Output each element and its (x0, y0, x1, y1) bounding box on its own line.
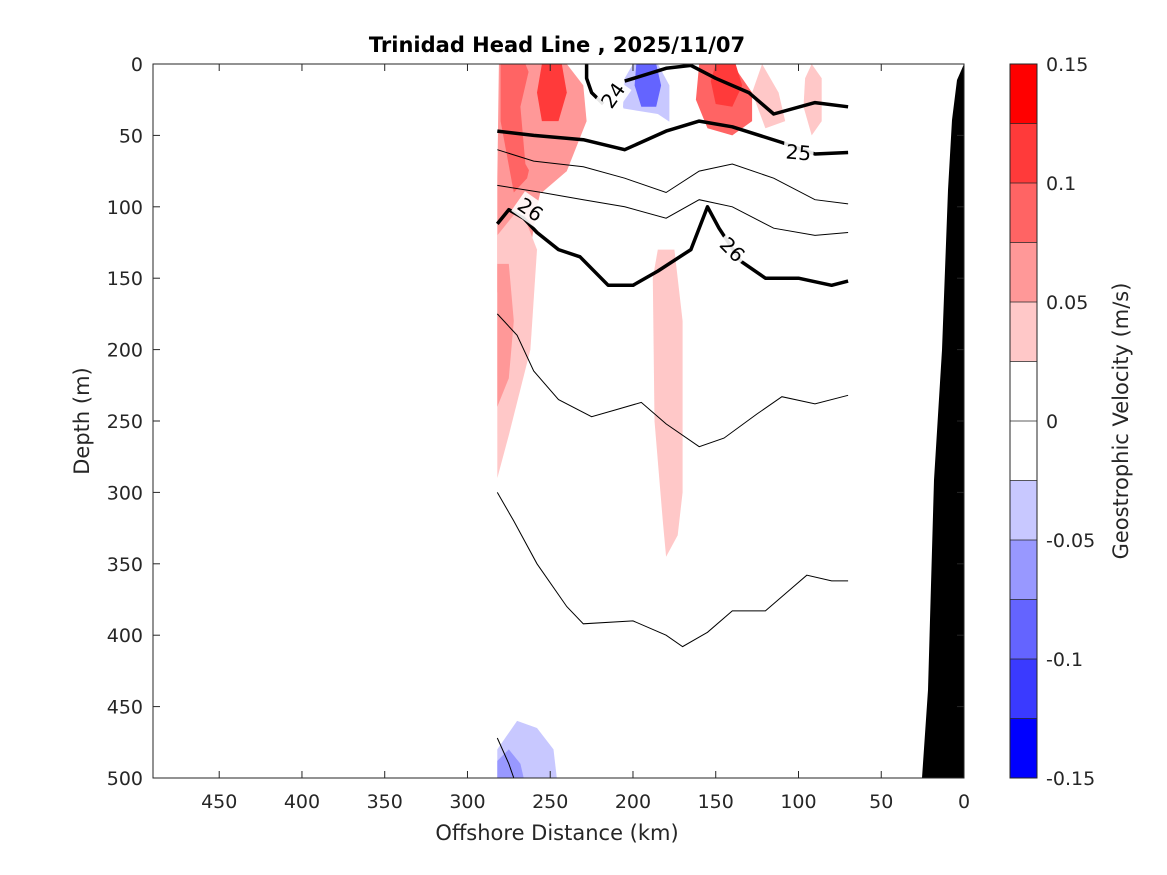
y-tick-label: 500 (107, 768, 143, 790)
chart-title: Trinidad Head Line , 2025/11/07 (369, 33, 745, 57)
isopycnal-thin-4 (496, 737, 515, 778)
velocity-patch-18 (497, 749, 524, 778)
colorbar-title: Geostrophic Velocity (m/s) (1109, 283, 1133, 560)
colorbar-bin (1010, 64, 1037, 124)
isopycnal-thin-0 (497, 149, 849, 205)
contour-label-bg (713, 230, 752, 269)
colorbar-bin (1010, 540, 1037, 600)
land-bathymetry (922, 64, 964, 778)
x-tick-label: 50 (869, 791, 893, 813)
x-tick-label: 350 (367, 791, 403, 813)
y-tick-label: 100 (107, 197, 143, 219)
contour-label-bg (511, 191, 550, 229)
x-tick-label: 0 (958, 791, 970, 813)
y-tick-label: 300 (107, 482, 143, 504)
velocity-patch-14 (652, 249, 683, 557)
colorbar-bin (1010, 718, 1037, 778)
x-tick-label: 300 (449, 791, 485, 813)
y-tick-label: 350 (107, 554, 143, 576)
isopycnal-24-line (624, 64, 849, 116)
colorbar-bin (1010, 242, 1037, 302)
x-tick-label: 200 (615, 791, 651, 813)
colorbar-tick-label: -0.15 (1046, 768, 1095, 790)
colorbar-frame (1009, 63, 1038, 779)
x-tick-label: 100 (780, 791, 816, 813)
velocity-patch-4 (537, 64, 567, 122)
colorbar-bin (1010, 183, 1037, 243)
colorbar-bin (1010, 302, 1037, 362)
y-tick-label: 50 (119, 125, 143, 147)
colorbar-tick-label: 0.15 (1046, 54, 1088, 76)
x-axis-title: Offshore Distance (km) (435, 821, 678, 845)
colorbar-tick-label: 0.05 (1046, 292, 1088, 314)
colorbar-tick-label: -0.1 (1046, 649, 1083, 671)
colorbar-bin (1010, 361, 1037, 421)
y-tick-label: 450 (107, 697, 143, 719)
velocity-patch-15 (722, 235, 774, 471)
colorbar-tick-label: -0.05 (1046, 530, 1095, 552)
colorbar-bin (1010, 599, 1037, 659)
velocity-patch-16 (497, 506, 584, 778)
isopycnal-26-line (495, 205, 849, 288)
velocity-patch-12 (803, 64, 822, 136)
colorbar-bin (1010, 421, 1037, 481)
colorbar-ticks: 0.15 0.1 0.05 0 -0.05 -0.1 -0.15 (1046, 54, 1095, 790)
x-tick-label: 150 (698, 791, 734, 813)
colorbar-tick-label: 0 (1046, 411, 1058, 433)
velocity-patch-3 (520, 64, 587, 193)
velocity-patch-5 (497, 263, 514, 407)
isopycnal-thin-1 (497, 184, 849, 236)
colorbar-bin (1010, 480, 1037, 540)
colorbar-bins (1010, 64, 1037, 778)
x-axis-ticks: 450 400 350 300 250 200 150 100 50 0 (201, 64, 970, 813)
y-tick-label: 250 (107, 411, 143, 433)
colorbar: 0.15 0.1 0.05 0 -0.05 -0.1 -0.15 Geostrophic V… (1009, 54, 1133, 790)
contour-label-bg (594, 76, 632, 115)
colorbar-tick-label: 0.1 (1046, 173, 1076, 195)
y-tick-label: 0 (131, 54, 143, 76)
y-axis-ticks: 0 50 100 150 200 250 300 350 400 450 500 (107, 54, 964, 790)
colorbar-bin (1010, 123, 1037, 183)
colorbar-bin (1010, 659, 1037, 719)
y-tick-label: 400 (107, 625, 143, 647)
y-axis-title: Depth (m) (70, 367, 94, 474)
x-tick-label: 400 (284, 791, 320, 813)
y-tick-label: 200 (107, 340, 143, 362)
y-tick-label: 150 (107, 268, 143, 290)
contour-label-25: 25 (785, 139, 812, 165)
velocity-patch-8 (613, 106, 680, 167)
x-tick-label: 450 (201, 791, 237, 813)
velocity-patch-13 (841, 106, 852, 214)
contour-label-bg (782, 139, 815, 166)
x-tick-label: 250 (532, 791, 568, 813)
velocity-patch-10 (710, 64, 743, 107)
isopycnal-thin-2 (496, 313, 849, 448)
isopycnal-thin-3 (496, 492, 849, 648)
